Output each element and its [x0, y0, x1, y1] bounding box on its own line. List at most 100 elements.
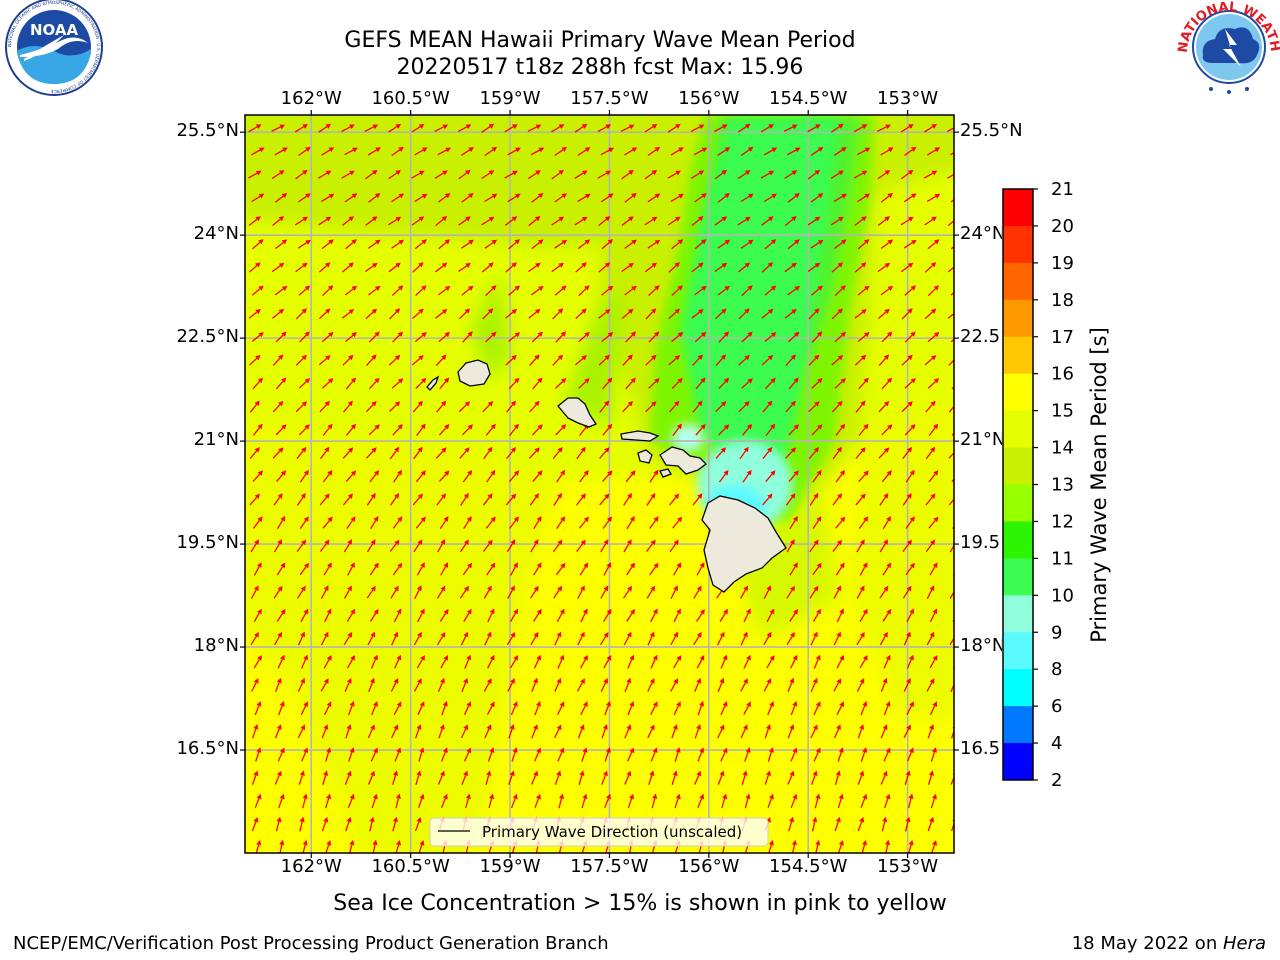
direction-arrow: [667, 123, 681, 133]
direction-arrow: [508, 770, 515, 785]
direction-arrow: [599, 632, 609, 646]
direction-arrow: [298, 770, 305, 785]
direction-arrow: [859, 608, 868, 623]
direction-arrow: [552, 447, 563, 460]
direction-arrow: [483, 585, 492, 599]
direction-arrow: [855, 400, 866, 413]
colorbar-segment: [1003, 447, 1033, 485]
direction-arrow: [320, 585, 329, 600]
direction-arrow: [860, 747, 868, 762]
direction-arrow: [532, 470, 543, 483]
direction-arrow: [859, 655, 868, 669]
direction-arrow: [647, 724, 655, 739]
direction-arrow: [697, 700, 704, 716]
direction-arrow: [342, 447, 354, 459]
direction-arrow: [319, 400, 330, 413]
direction-arrow: [811, 424, 823, 436]
direction-arrow: [719, 608, 728, 622]
direction-arrow: [878, 400, 890, 413]
direction-arrow: [411, 170, 425, 179]
direction-arrow: [668, 262, 680, 273]
direction-arrow: [578, 516, 589, 529]
direction-arrow: [715, 354, 726, 367]
direction-arrow: [482, 308, 494, 320]
direction-arrow: [394, 747, 402, 762]
direction-arrow: [766, 655, 775, 669]
direction-arrow: [529, 493, 539, 506]
colorbar-tick-label: 16: [1051, 364, 1074, 385]
direction-arrow: [627, 654, 635, 669]
direction-arrow: [533, 654, 541, 669]
direction-arrow: [417, 701, 425, 716]
direction-arrow: [345, 239, 357, 250]
direction-arrow: [904, 770, 911, 785]
direction-arrow: [717, 724, 725, 739]
direction-arrow: [414, 817, 422, 832]
lat-tick-label-left: 16.5°N: [176, 738, 239, 760]
direction-arrow: [811, 816, 818, 832]
lon-tick-label-top: 162°W: [280, 88, 342, 109]
direction-arrow: [694, 677, 702, 692]
direction-arrow: [389, 446, 400, 460]
direction-arrow: [834, 724, 841, 739]
direction-arrow: [879, 585, 889, 599]
direction-arrow: [575, 262, 587, 273]
direction-arrow: [530, 631, 539, 646]
direction-arrow: [531, 724, 538, 739]
direction-arrow: [318, 170, 332, 179]
direction-arrow: [764, 724, 771, 739]
direction-arrow: [295, 262, 308, 273]
direction-arrow: [790, 654, 798, 669]
direction-arrow: [435, 216, 448, 227]
direction-arrow: [671, 724, 678, 739]
direction-arrow: [671, 332, 684, 343]
direction-arrow: [694, 193, 707, 203]
direction-arrow: [557, 701, 565, 715]
direction-arrow: [531, 286, 544, 296]
direction-arrow: [762, 446, 773, 460]
direction-arrow: [507, 678, 515, 692]
direction-arrow: [458, 308, 471, 320]
direction-arrow: [438, 331, 450, 343]
direction-arrow: [950, 291, 954, 296]
direction-arrow: [784, 216, 797, 227]
direction-arrow: [858, 516, 869, 529]
direction-arrow: [276, 562, 286, 576]
direction-arrow: [324, 701, 332, 715]
direction-arrow: [950, 245, 954, 250]
direction-arrow: [718, 470, 729, 483]
direction-arrow: [318, 262, 331, 273]
direction-arrow: [487, 654, 495, 669]
direction-arrow: [345, 332, 357, 343]
direction-arrow: [485, 516, 496, 529]
direction-arrow: [835, 516, 846, 529]
direction-arrow: [831, 262, 844, 273]
direction-arrow: [790, 747, 798, 762]
direction-arrow: [924, 355, 937, 366]
direction-arrow: [275, 239, 288, 250]
direction-arrow: [391, 285, 404, 296]
direction-arrow: [717, 239, 731, 249]
direction-arrow: [271, 124, 285, 132]
direction-arrow: [343, 632, 353, 646]
direction-arrow: [693, 147, 708, 156]
direction-arrow: [552, 308, 564, 320]
direction-arrow: [627, 747, 635, 762]
direction-arrow: [250, 539, 259, 553]
direction-arrow: [808, 447, 819, 460]
direction-arrow: [714, 216, 728, 226]
island-lanai: [637, 449, 653, 464]
direction-arrow: [486, 562, 496, 576]
direction-arrow: [508, 470, 520, 483]
direction-arrow: [532, 608, 542, 622]
direction-arrow: [249, 354, 261, 366]
direction-arrow: [787, 724, 795, 739]
sea-ice-note: Sea Ice Concentration > 15% is shown in …: [333, 891, 947, 916]
graticule: [245, 115, 954, 853]
direction-arrow: [481, 123, 495, 133]
direction-arrow: [902, 493, 912, 506]
direction-arrow: [482, 539, 493, 552]
direction-arrow: [691, 216, 704, 227]
direction-arrow: [620, 124, 635, 132]
direction-arrow: [955, 840, 960, 855]
